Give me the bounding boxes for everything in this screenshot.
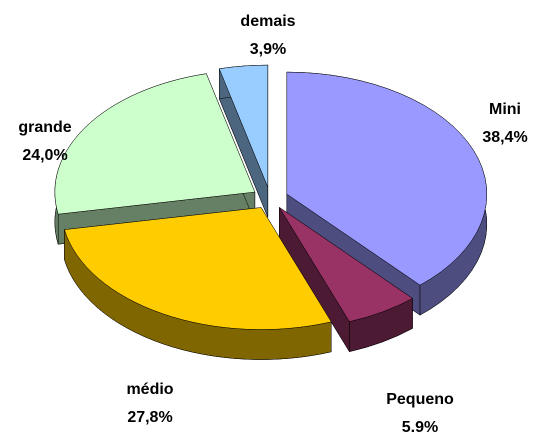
slice-top: [279, 207, 413, 322]
slice-value: 24,0%: [22, 147, 67, 164]
slice-value: 3,9%: [250, 41, 286, 58]
slice: [218, 64, 269, 218]
slice-top: [218, 64, 269, 188]
slice-label: grande: [18, 119, 71, 136]
slice-label: Mini: [489, 101, 521, 118]
slice: [64, 206, 332, 360]
slice-label: Pequeno: [386, 391, 454, 408]
slice-value: 27,8%: [127, 409, 172, 426]
slice-label: demais: [240, 13, 295, 30]
slice-value: 5.9%: [402, 419, 438, 436]
slice-top: [64, 207, 332, 330]
slice-label: médio: [126, 381, 173, 398]
slice-value: 38,4%: [482, 129, 527, 146]
slice-top: [54, 73, 256, 215]
slice: [279, 206, 413, 353]
slice-top: [286, 71, 488, 286]
